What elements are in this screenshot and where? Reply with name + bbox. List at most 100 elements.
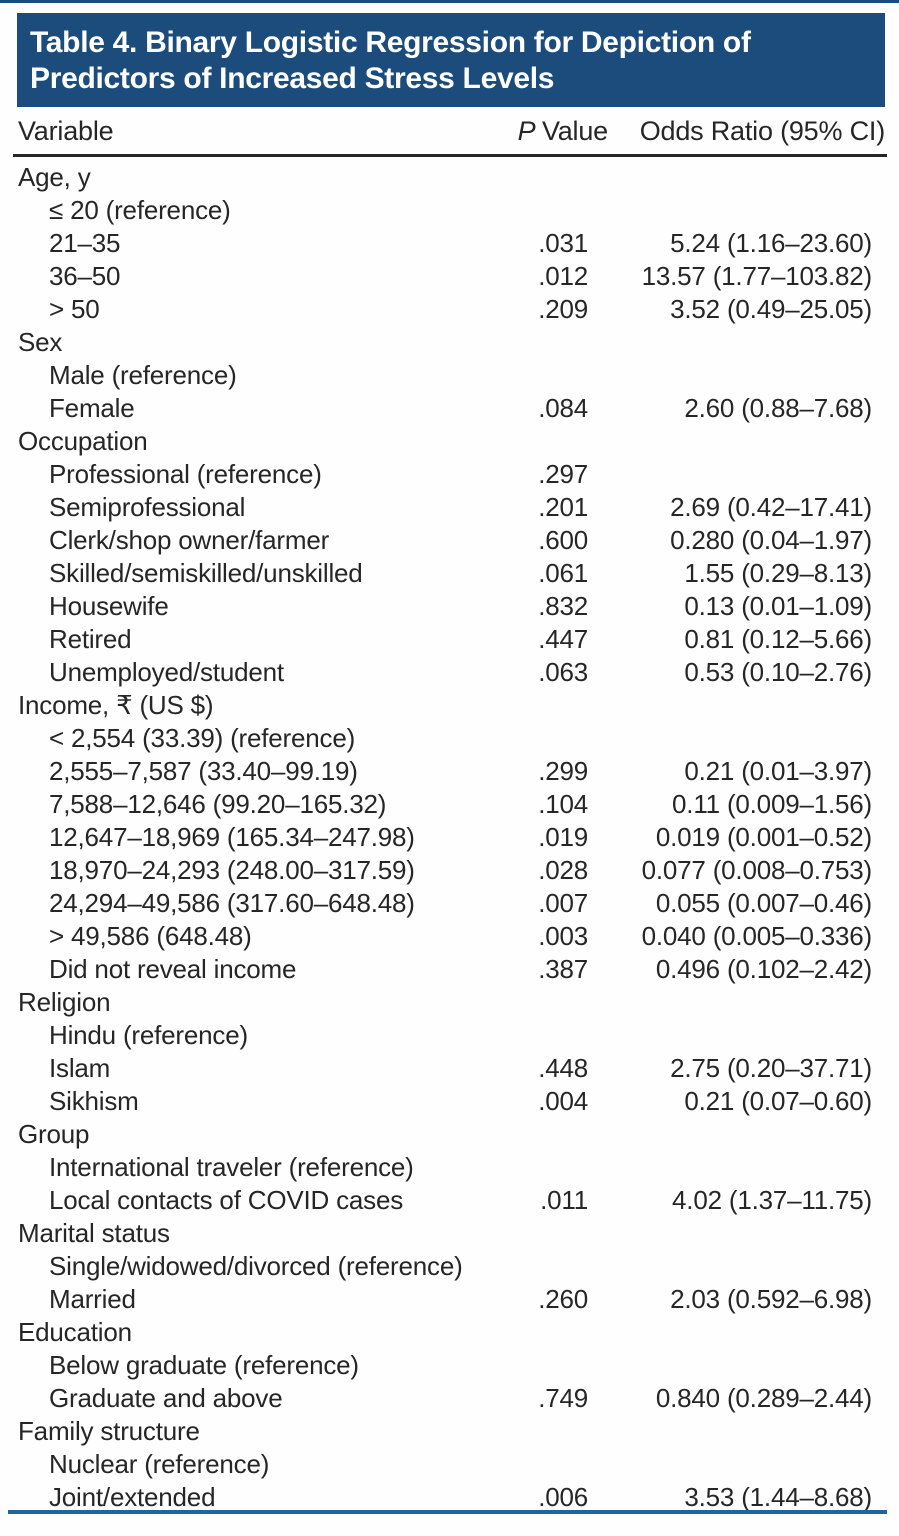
odds-ratio-cell: 5.24 (1.16–23.60) xyxy=(670,228,872,258)
odds-ratio-cell xyxy=(608,1217,887,1250)
variable-cell: Skilled/semiskilled/unskilled xyxy=(49,558,363,588)
variable-cell: > 49,586 (648.48) xyxy=(49,921,252,951)
variable-cell: 24,294–49,586 (317.60–648.48) xyxy=(49,888,415,918)
odds-ratio-cell: 0.21 (0.01–3.97) xyxy=(684,756,872,786)
p-value-cell: .832 xyxy=(538,591,588,621)
table-row: Religion xyxy=(13,986,887,1019)
p-value-cell: .447 xyxy=(538,624,588,654)
variable-group-cell: Income, ₹ (US $) xyxy=(18,690,214,720)
odds-ratio-cell xyxy=(608,1019,887,1052)
regression-table: Variable P Value Odds Ratio (95% CI) Age,… xyxy=(13,112,887,1514)
variable-cell: 7,588–12,646 (99.20–165.32) xyxy=(49,789,387,819)
odds-ratio-cell: 0.055 (0.007–0.46) xyxy=(655,888,872,918)
table-row: Semiprofessional .201 2.69 (0.42–17.41) xyxy=(13,491,887,524)
odds-ratio-cell: 0.496 (0.102–2.42) xyxy=(655,954,872,984)
table-row: Married .260 2.03 (0.592–6.98) xyxy=(13,1283,887,1316)
table-row: Group xyxy=(13,1118,887,1151)
col-header-p-value: P Value xyxy=(448,112,608,157)
odds-ratio-cell xyxy=(608,1151,887,1184)
p-value-cell xyxy=(448,1448,608,1481)
p-value-cell xyxy=(448,156,608,195)
variable-cell: 21–35 xyxy=(49,228,121,258)
variable-group-cell: Education xyxy=(18,1317,132,1347)
table-row: Skilled/semiskilled/unskilled .061 1.55 (0… xyxy=(13,557,887,590)
p-value-cell: .448 xyxy=(538,1053,588,1083)
odds-ratio-cell: 0.13 (0.01–1.09) xyxy=(684,591,872,621)
p-value-label: Value xyxy=(541,116,608,146)
odds-ratio-cell: 1.55 (0.29–8.13) xyxy=(684,558,872,588)
table-row: 12,647–18,969 (165.34–247.98) .019 0.019 (… xyxy=(13,821,887,854)
p-value-cell xyxy=(448,359,608,392)
table-row: Sex xyxy=(13,326,887,359)
variable-cell: Islam xyxy=(49,1053,111,1083)
p-value-cell: .006 xyxy=(538,1482,588,1512)
p-value-cell xyxy=(448,326,608,359)
odds-ratio-cell: 0.53 (0.10–2.76) xyxy=(684,657,872,687)
p-value-cell: .260 xyxy=(538,1284,588,1314)
variable-cell: Housewife xyxy=(49,591,169,621)
variable-cell: Below graduate (reference) xyxy=(49,1350,359,1380)
odds-ratio-cell: 2.60 (0.88–7.68) xyxy=(684,393,872,423)
table-body: Age, y ≤ 20 (reference) 21–35 .031 5.24 (1.1… xyxy=(13,156,887,1515)
odds-ratio-cell: 2.75 (0.20–37.71) xyxy=(670,1053,872,1083)
odds-ratio-cell: 0.280 (0.04–1.97) xyxy=(670,525,872,555)
table-row: 21–35 .031 5.24 (1.16–23.60) xyxy=(13,227,887,260)
variable-cell: Local contacts of COVID cases xyxy=(49,1185,404,1215)
odds-ratio-cell xyxy=(608,359,887,392)
odds-ratio-cell xyxy=(608,458,887,491)
variable-cell: 18,970–24,293 (248.00–317.59) xyxy=(49,855,415,885)
col-header-odds-ratio: Odds Ratio (95% CI) xyxy=(608,112,887,157)
table-title-line1: Table 4. Binary Logistic Regression for … xyxy=(30,26,751,59)
variable-cell: Semiprofessional xyxy=(49,492,246,522)
odds-ratio-cell: 0.019 (0.001–0.52) xyxy=(655,822,872,852)
variable-group-cell: Group xyxy=(18,1119,90,1149)
variable-cell: Single/widowed/divorced (reference) xyxy=(49,1251,463,1281)
table-row: > 49,586 (648.48) .003 0.040 (0.005–0.336) xyxy=(13,920,887,953)
table-row: ≤ 20 (reference) xyxy=(13,194,887,227)
table-row: Occupation xyxy=(13,425,887,458)
table-row: Graduate and above .749 0.840 (0.289–2.44) xyxy=(13,1382,887,1415)
p-value-cell xyxy=(448,986,608,1019)
p-value-cell: .012 xyxy=(538,261,588,291)
variable-cell: Female xyxy=(49,393,135,423)
odds-ratio-cell xyxy=(608,194,887,227)
odds-ratio-cell: 0.81 (0.12–5.66) xyxy=(684,624,872,654)
odds-ratio-cell xyxy=(608,1250,887,1283)
variable-cell: 12,647–18,969 (165.34–247.98) xyxy=(49,822,415,852)
p-value-cell: .387 xyxy=(538,954,588,984)
odds-ratio-cell xyxy=(608,156,887,195)
table-row: Hindu (reference) xyxy=(13,1019,887,1052)
table-row: Local contacts of COVID cases .011 4.02 (1… xyxy=(13,1184,887,1217)
variable-cell: Nuclear (reference) xyxy=(49,1449,270,1479)
top-rule xyxy=(0,0,899,3)
table-row: 7,588–12,646 (99.20–165.32) .104 0.11 (0.0… xyxy=(13,788,887,821)
odds-ratio-cell: 0.040 (0.005–0.336) xyxy=(641,921,873,951)
p-value-cell xyxy=(448,194,608,227)
variable-cell: Sikhism xyxy=(49,1086,139,1116)
odds-ratio-cell xyxy=(608,986,887,1019)
table-row: Below graduate (reference) xyxy=(13,1349,887,1382)
table-title-line2: Predictors of Increased Stress Levels xyxy=(30,62,555,95)
table-row: 2,555–7,587 (33.40–99.19) .299 0.21 (0.01–… xyxy=(13,755,887,788)
odds-ratio-cell: 0.077 (0.008–0.753) xyxy=(641,855,873,885)
p-value-cell: .297 xyxy=(538,459,588,489)
p-value-cell xyxy=(448,1250,608,1283)
table-row: < 2,554 (33.39) (reference) xyxy=(13,722,887,755)
p-value-cell: .004 xyxy=(538,1086,588,1116)
odds-ratio-cell: 4.02 (1.37–11.75) xyxy=(672,1185,872,1215)
odds-ratio-cell: 13.57 (1.77–103.82) xyxy=(641,261,873,291)
p-italic-label: P xyxy=(517,116,536,146)
p-value-cell: .061 xyxy=(538,558,588,588)
table-row: Single/widowed/divorced (reference) xyxy=(13,1250,887,1283)
variable-cell: 36–50 xyxy=(49,261,121,291)
odds-ratio-cell xyxy=(608,1349,887,1382)
p-value-cell: .749 xyxy=(538,1383,588,1413)
column-header-row: Variable P Value Odds Ratio (95% CI) xyxy=(13,112,887,157)
p-value-cell: .019 xyxy=(538,822,588,852)
odds-ratio-cell: 3.52 (0.49–25.05) xyxy=(670,294,872,324)
p-value-cell: .600 xyxy=(538,525,588,555)
variable-cell: Unemployed/student xyxy=(49,657,284,687)
odds-ratio-cell xyxy=(608,1448,887,1481)
p-value-cell xyxy=(448,1349,608,1382)
